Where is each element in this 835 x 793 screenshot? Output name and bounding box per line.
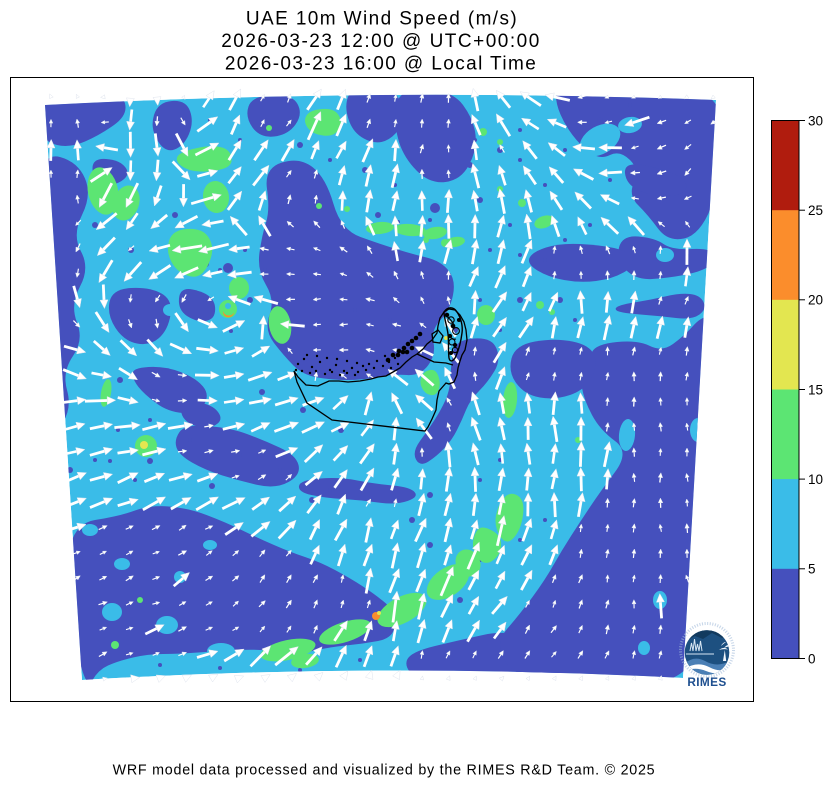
svg-text:5: 5 [808,562,816,577]
svg-text:15: 15 [808,382,823,397]
svg-text:30: 30 [808,113,823,128]
svg-text:WRF model data processed and v: WRF model data processed and visualized … [113,763,656,779]
svg-text:0: 0 [808,651,816,666]
svg-text:RIMES: RIMES [687,675,726,689]
svg-text:20: 20 [808,293,823,308]
svg-text:2026-03-23 12:00 @ UTC+00:00: 2026-03-23 12:00 @ UTC+00:00 [221,31,541,52]
svg-text:10: 10 [808,472,823,487]
svg-text:2026-03-23 16:00 @ Local Time: 2026-03-23 16:00 @ Local Time [225,53,537,74]
svg-text:25: 25 [808,203,823,218]
svg-text:UAE 10m Wind Speed (m/s): UAE 10m Wind Speed (m/s) [246,8,518,29]
